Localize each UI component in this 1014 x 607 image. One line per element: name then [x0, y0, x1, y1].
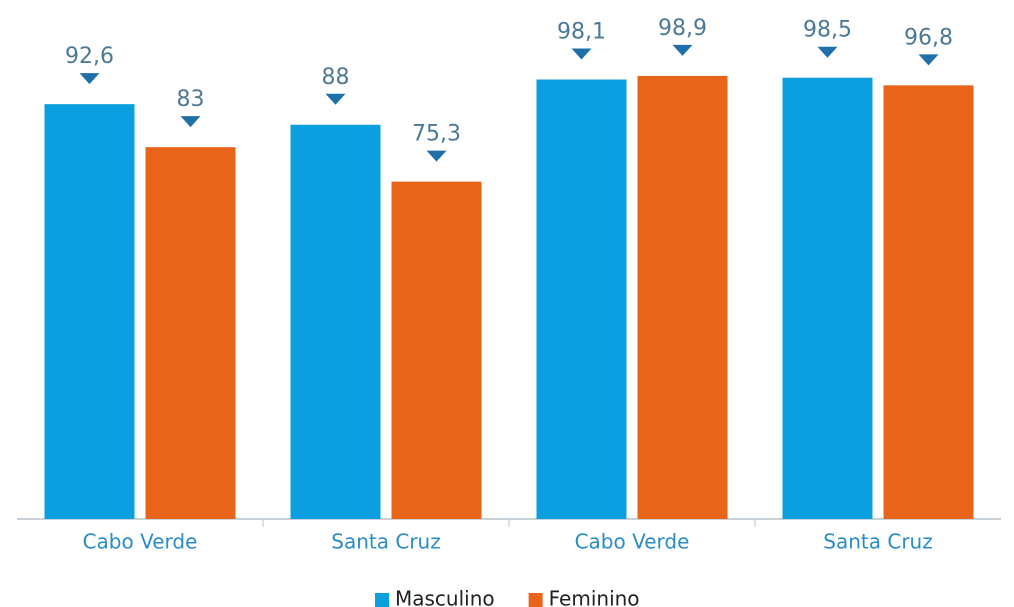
bar	[290, 124, 381, 519]
value-marker	[571, 48, 592, 60]
bar	[782, 77, 873, 519]
bar	[145, 147, 236, 519]
value-marker	[180, 116, 201, 128]
value-marker	[79, 73, 100, 85]
bar	[536, 79, 627, 520]
x-tick-label: Cabo Verde	[83, 530, 198, 554]
legend-swatch	[375, 593, 389, 607]
value-marker	[426, 150, 447, 162]
x-tick-label: Santa Cruz	[331, 530, 440, 554]
legend-swatch	[528, 593, 543, 607]
x-tick-label: Santa Cruz	[823, 530, 932, 554]
value-label: 92,6	[65, 44, 114, 69]
legend-label: Feminino	[549, 587, 640, 607]
bar	[391, 181, 482, 519]
value-label: 98,9	[658, 16, 707, 41]
value-marker	[817, 46, 838, 58]
value-label: 75,3	[412, 122, 461, 147]
value-label: 96,8	[904, 25, 953, 50]
x-tick-label: Cabo Verde	[575, 530, 690, 554]
bar	[637, 75, 728, 519]
value-marker	[918, 54, 939, 66]
bar	[883, 85, 974, 519]
value-label: 88	[322, 65, 350, 90]
value-label: 83	[177, 87, 205, 112]
value-label: 98,5	[803, 18, 852, 43]
value-label: 98,1	[557, 20, 606, 45]
bar	[44, 104, 135, 519]
legend-label: Masculino	[395, 587, 495, 607]
value-marker	[672, 44, 693, 56]
value-marker	[325, 93, 346, 105]
